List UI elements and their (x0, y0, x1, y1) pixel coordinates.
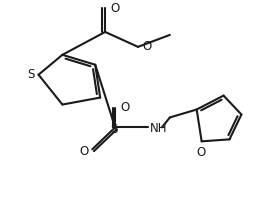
Text: O: O (120, 101, 129, 114)
Text: O: O (196, 146, 205, 159)
Text: O: O (142, 40, 151, 53)
Text: NH: NH (150, 121, 167, 134)
Text: S: S (27, 68, 34, 81)
Text: O: O (79, 144, 88, 157)
Text: O: O (110, 2, 119, 14)
Text: S: S (110, 122, 118, 135)
